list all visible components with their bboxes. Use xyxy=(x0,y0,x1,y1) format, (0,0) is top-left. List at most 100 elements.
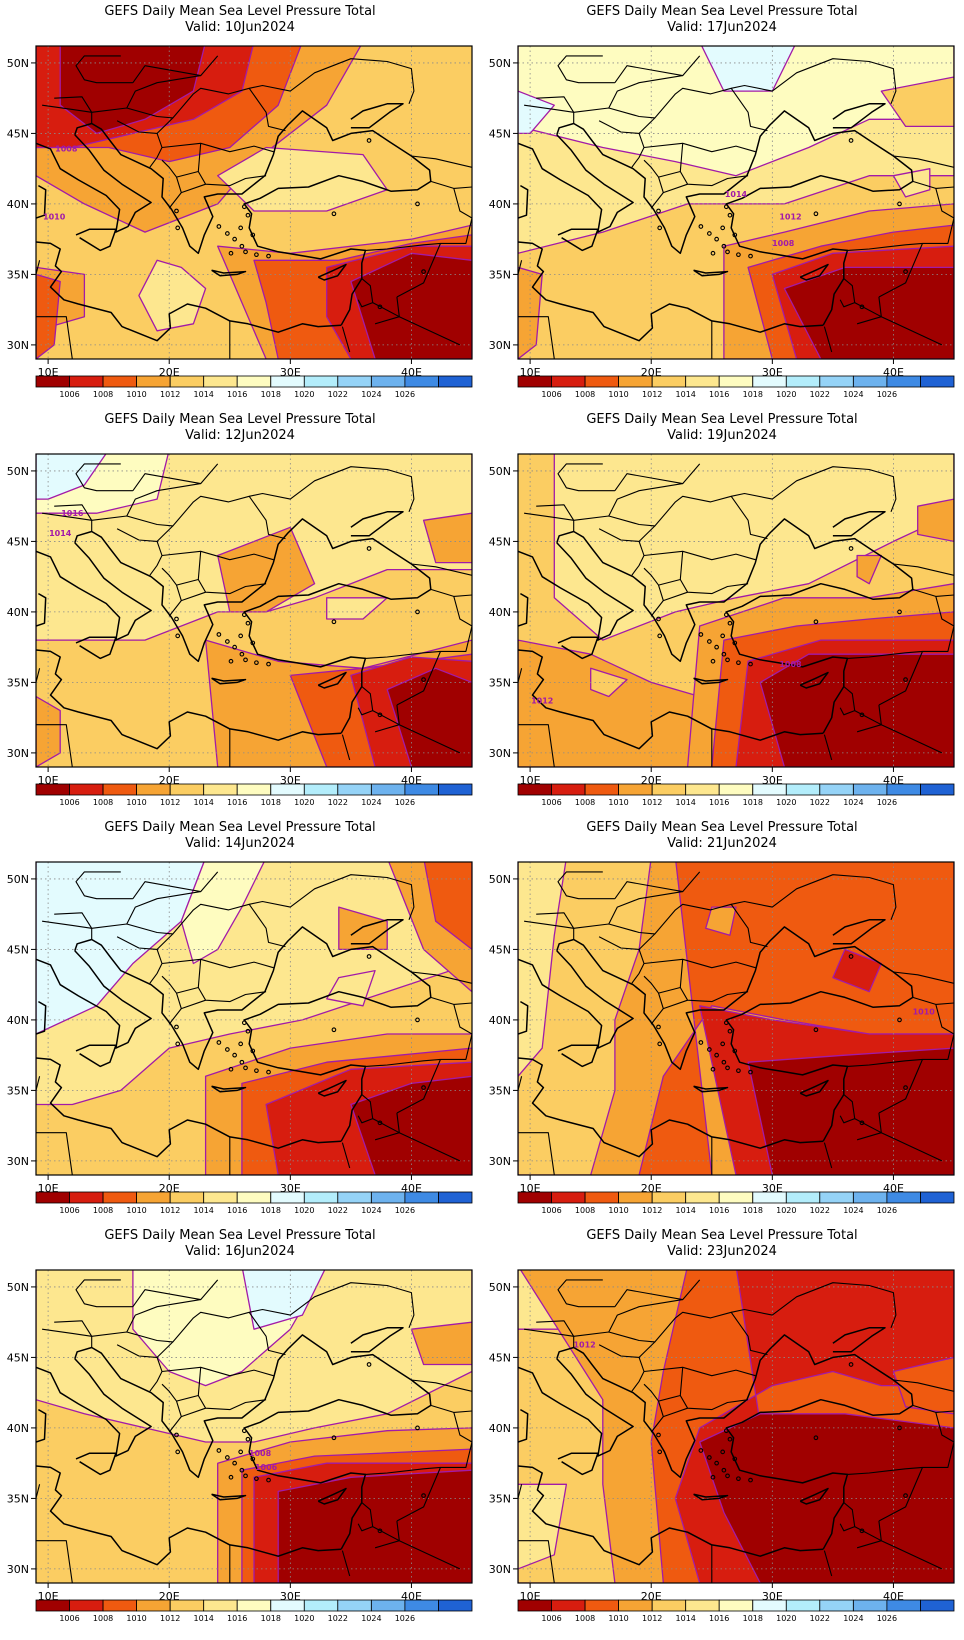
country-border xyxy=(161,1366,202,1402)
coastline xyxy=(518,950,634,1049)
country-border xyxy=(524,912,575,929)
country-border xyxy=(608,75,683,109)
pressure-band-1006 xyxy=(277,1469,472,1583)
contour-label: 1016 xyxy=(61,509,84,518)
island xyxy=(243,1065,248,1071)
country-border xyxy=(161,550,202,586)
panel-title: GEFS Daily Mean Sea Level Pressure Total xyxy=(586,412,858,427)
coastline xyxy=(799,263,829,281)
colorbar-label: 1018 xyxy=(743,1206,763,1215)
country-border xyxy=(374,724,461,754)
island xyxy=(366,954,372,959)
panel-title: GEFS Daily Mean Sea Level Pressure Total xyxy=(586,4,858,19)
country-border xyxy=(663,1407,688,1418)
coastline xyxy=(75,1452,117,1476)
lat-tick-label: 45N xyxy=(489,943,511,956)
island xyxy=(903,677,908,682)
colorbar-swatch xyxy=(102,1599,137,1612)
country-border xyxy=(42,912,93,929)
colorbar-swatch xyxy=(370,783,406,796)
colorbar-label: 1020 xyxy=(776,1206,796,1215)
colorbar: 1006 1008 1010 1012 1014 1016 1018 1020 1022 1024… xyxy=(517,783,955,807)
country-border xyxy=(557,871,615,900)
colorbar-swatch xyxy=(551,1191,586,1204)
island xyxy=(266,1477,271,1483)
country-border xyxy=(411,563,472,576)
colorbar-swatch xyxy=(136,1191,171,1204)
panel-valid-date: Valid: 14Jun2024 xyxy=(185,836,295,851)
island xyxy=(859,1528,865,1534)
island xyxy=(239,243,245,249)
island xyxy=(239,651,245,657)
colorbar-label: 1008 xyxy=(93,390,113,399)
coastline xyxy=(693,1085,729,1093)
colorbar-swatch xyxy=(337,1191,372,1204)
country-border xyxy=(36,1132,73,1175)
colorbar-swatch xyxy=(852,375,888,388)
lat-tick-label: 30N xyxy=(489,1155,511,1168)
colorbar-swatch xyxy=(203,783,238,796)
colorbar-label: 1016 xyxy=(227,1614,247,1623)
country-border xyxy=(557,1279,615,1308)
country-border xyxy=(643,1366,684,1402)
colorbar-swatch xyxy=(819,1191,854,1204)
country-border xyxy=(341,1142,351,1169)
coastline xyxy=(36,950,152,1049)
colorbar-label: 1024 xyxy=(361,1206,381,1215)
colorbar-label: 1014 xyxy=(676,798,696,807)
colorbar-swatch xyxy=(551,375,586,388)
map-frame xyxy=(517,1269,955,1584)
pressure-band-1012 xyxy=(917,498,954,543)
colorbar-label: 1018 xyxy=(261,1614,281,1623)
coastline xyxy=(211,1085,247,1093)
colorbar-swatch xyxy=(270,1191,305,1204)
island xyxy=(723,1020,729,1026)
lat-tick-label: 30N xyxy=(7,1563,29,1576)
colorbar-label: 1012 xyxy=(160,1614,180,1623)
coastline xyxy=(211,677,247,685)
lat-tick-label: 45N xyxy=(7,943,29,956)
country-border xyxy=(249,466,415,512)
colorbar-label: 1022 xyxy=(810,798,830,807)
colorbar-swatch xyxy=(852,1599,888,1612)
pressure-band-1012 xyxy=(705,906,737,936)
island xyxy=(813,211,819,217)
colorbar-label: 1026 xyxy=(877,798,897,807)
colorbar-label: 1008 xyxy=(575,390,595,399)
country-border xyxy=(679,171,749,187)
colorbar-label: 1026 xyxy=(877,1206,897,1215)
colorbar-label: 1024 xyxy=(843,1614,863,1623)
island xyxy=(736,252,741,258)
island xyxy=(421,1085,426,1090)
island xyxy=(698,632,704,637)
colorbar-swatch xyxy=(651,1191,687,1204)
country-border xyxy=(132,871,219,900)
panel-title: GEFS Daily Mean Sea Level Pressure Total xyxy=(586,820,858,835)
country-border xyxy=(365,1412,472,1475)
colorbar-swatch xyxy=(752,1599,787,1612)
colorbar-swatch xyxy=(35,375,70,388)
panel-valid-date: Valid: 19Jun2024 xyxy=(667,428,777,443)
colorbar-swatch xyxy=(136,783,171,796)
coastline xyxy=(36,649,342,750)
country-border xyxy=(856,724,943,754)
pressure-band-1010 xyxy=(892,1356,954,1415)
colorbar-swatch xyxy=(685,1191,720,1204)
coastline xyxy=(36,1408,47,1443)
country-border xyxy=(91,87,286,132)
coastline xyxy=(518,649,824,750)
colorbar-label: 1012 xyxy=(160,390,180,399)
island xyxy=(239,1467,245,1473)
lat-tick-label: 35N xyxy=(7,1084,29,1097)
country-border xyxy=(856,1540,943,1570)
colorbar-swatch xyxy=(337,1599,372,1612)
island xyxy=(714,1052,719,1058)
island xyxy=(723,204,729,210)
lat-tick-label: 50N xyxy=(7,465,29,478)
country-border xyxy=(573,903,768,948)
island xyxy=(848,954,854,959)
colorbar-label: 1022 xyxy=(328,390,348,399)
map-panel-23Jun2024: GEFS Daily Mean Sea Level Pressure Total… xyxy=(482,1224,962,1634)
colorbar-label: 1016 xyxy=(709,1614,729,1623)
